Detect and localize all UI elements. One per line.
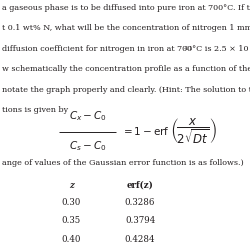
Text: -11: -11 xyxy=(184,46,194,51)
Text: notate the graph properly and clearly. (Hint: The solution to the Fiel: notate the graph properly and clearly. (… xyxy=(2,86,250,94)
Text: $C_x-C_0$: $C_x-C_0$ xyxy=(68,109,106,123)
Text: t 0.1 wt% N, what will be the concentration of nitrogen 1 mm from th: t 0.1 wt% N, what will be the concentrat… xyxy=(2,24,250,32)
Text: $\!\left(\dfrac{x}{2\sqrt{Dt}}\right)$: $\!\left(\dfrac{x}{2\sqrt{Dt}}\right)$ xyxy=(171,116,217,146)
Text: $C_s-C_0$: $C_s-C_0$ xyxy=(69,139,106,153)
Text: a gaseous phase is to be diffused into pure iron at 700°C. If the surface: a gaseous phase is to be diffused into p… xyxy=(2,4,250,12)
Text: 0.40: 0.40 xyxy=(62,234,81,244)
Text: 0.30: 0.30 xyxy=(62,198,81,207)
Text: erf(z): erf(z) xyxy=(126,181,154,190)
Text: w schematically the concentration profile as a function of the dist: w schematically the concentration profil… xyxy=(2,65,250,73)
Text: 0.3286: 0.3286 xyxy=(125,198,155,207)
Text: ange of values of the Gaussian error function is as follows.): ange of values of the Gaussian error fun… xyxy=(2,159,244,167)
Text: diffusion coefficient for nitrogen in iron at 700°C is 2.5 × 10: diffusion coefficient for nitrogen in ir… xyxy=(2,45,249,53)
Text: $=1-\mathrm{erf}$: $=1-\mathrm{erf}$ xyxy=(121,125,170,137)
Text: tions is given by: tions is given by xyxy=(2,106,68,114)
Text: 0.4284: 0.4284 xyxy=(125,234,155,244)
Text: z: z xyxy=(69,181,74,190)
Text: 0.35: 0.35 xyxy=(62,216,81,225)
Text: 0.3794: 0.3794 xyxy=(125,216,155,225)
